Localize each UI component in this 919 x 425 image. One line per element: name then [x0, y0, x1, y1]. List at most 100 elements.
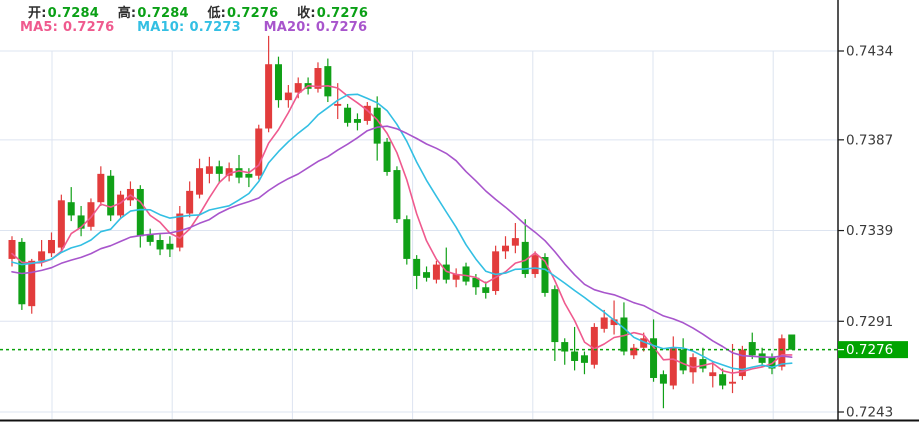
ohlc-open: 开:0.7284 — [28, 6, 99, 21]
candle-body — [729, 381, 737, 384]
candle-body — [314, 68, 322, 89]
candle-body — [117, 194, 125, 216]
candle-body — [590, 326, 598, 365]
candle-body — [235, 168, 243, 178]
candle-body — [482, 287, 490, 293]
candle-body — [294, 83, 302, 93]
candle-body — [610, 319, 618, 326]
ma5-line — [11, 85, 793, 374]
candle-body — [8, 240, 16, 259]
candle-body — [28, 260, 36, 307]
ma10-label: MA10: — [137, 20, 185, 35]
ma10-legend: MA10: 0.7273 — [137, 20, 241, 35]
candle-body — [531, 255, 539, 275]
candle-body — [640, 338, 648, 348]
candle-body — [452, 274, 460, 280]
candle-body — [423, 272, 431, 278]
axis-tick-label: 0.7291 — [846, 314, 893, 330]
ohlc-close: 收:0.7276 — [297, 6, 368, 21]
candle-body — [492, 251, 500, 292]
last-price-text: 0.7276 — [846, 342, 893, 358]
candle-body — [393, 170, 401, 220]
candle-body — [679, 349, 687, 371]
open-label: 开: — [28, 6, 47, 21]
open-value: 0.7284 — [47, 6, 99, 21]
candle-body — [511, 238, 519, 246]
low-label: 低: — [207, 6, 227, 21]
candle-body — [630, 347, 638, 356]
candle-body — [669, 347, 677, 386]
ma10-value: 0.7273 — [189, 20, 241, 35]
candle-body — [353, 119, 361, 123]
candle-body — [47, 240, 55, 254]
candle-body — [462, 266, 470, 282]
ma20-line — [11, 125, 793, 359]
candle-body — [57, 200, 65, 248]
candle-body — [413, 258, 421, 276]
candle-body — [255, 128, 263, 176]
candle-body — [97, 173, 105, 203]
candle-body — [650, 338, 658, 378]
close-value: 0.7276 — [316, 6, 369, 21]
ohlc-low: 低:0.7276 — [207, 6, 278, 21]
ohlc-high: 高:0.7284 — [118, 6, 189, 21]
ma20-legend: MA20: 0.7276 — [264, 20, 368, 35]
candle-body — [205, 166, 213, 174]
candle-body — [136, 188, 144, 237]
high-value: 0.7284 — [137, 6, 189, 21]
candle-body — [778, 338, 786, 367]
candle-body — [551, 289, 559, 343]
candle-body — [541, 257, 549, 293]
candle-body — [659, 374, 667, 384]
candle-body — [344, 107, 352, 123]
ma5-label: MA5: — [20, 20, 59, 35]
ma20-label: MA20: — [263, 20, 311, 35]
candle-body — [620, 317, 628, 352]
candle-body — [225, 168, 233, 176]
low-value: 0.7276 — [227, 6, 279, 21]
candle-body — [502, 245, 509, 252]
axis-tick-label: 0.7387 — [846, 132, 893, 148]
ohlc-legend: 开:0.7284 高:0.7284 低:0.7276 收:0.7276 — [28, 2, 382, 21]
candle-body — [709, 372, 717, 377]
axis-tick-label: 0.7434 — [846, 44, 893, 60]
candle-body — [324, 66, 332, 97]
candle-body — [77, 215, 85, 229]
candle-body — [571, 351, 579, 361]
candle-body — [156, 240, 164, 250]
ma20-value: 0.7276 — [315, 20, 368, 35]
candle-body — [146, 234, 154, 242]
candle-body — [600, 317, 608, 329]
close-label: 收: — [297, 6, 316, 21]
candle-body — [245, 173, 253, 178]
candle-body — [719, 374, 727, 386]
candle-body — [403, 219, 411, 259]
candle-body — [748, 342, 756, 356]
ma5-legend: MA5: 0.7276 — [20, 20, 114, 35]
ma10-line — [11, 93, 793, 371]
candle-body — [699, 359, 707, 369]
candle-body — [561, 342, 569, 352]
candle-body — [472, 277, 480, 288]
candle-body — [383, 141, 391, 172]
ma5-value: 0.7276 — [63, 20, 115, 35]
candle-body — [689, 357, 697, 373]
candle-body — [186, 190, 194, 214]
candle-body — [432, 264, 440, 280]
last-price-label: 0.7276 — [838, 341, 908, 359]
candle-body — [521, 241, 529, 275]
candle-body — [196, 168, 204, 195]
candle-body — [363, 105, 371, 121]
bottom-border — [0, 419, 919, 422]
candle-body — [166, 243, 174, 250]
candle-body — [284, 92, 292, 101]
candle-body — [265, 64, 273, 129]
ma-legend: MA5: 0.7276 MA10: 0.7273 MA20: 0.7276 — [20, 20, 385, 35]
candle-body — [67, 202, 75, 216]
candle-body — [334, 103, 342, 106]
candle-body — [215, 166, 223, 174]
candle-body — [107, 175, 115, 216]
